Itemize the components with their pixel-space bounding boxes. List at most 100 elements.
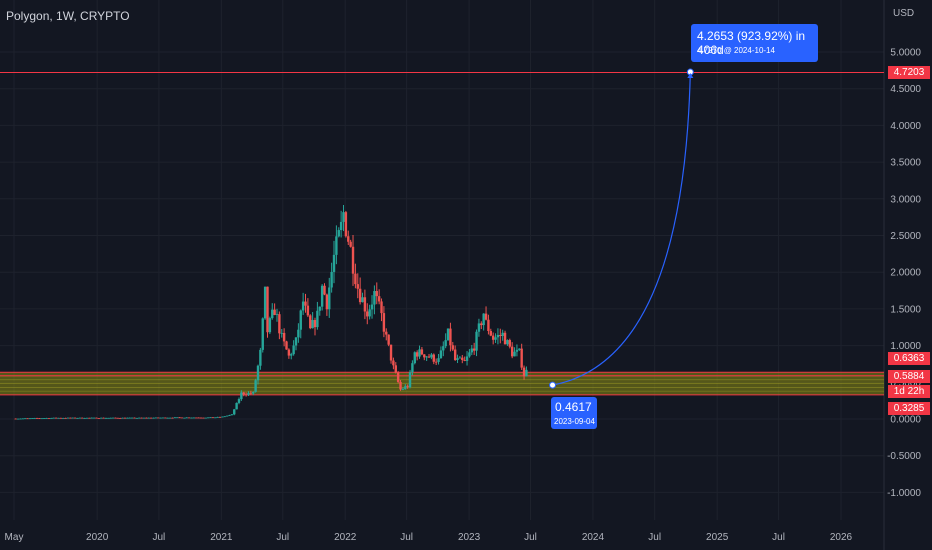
candle-body [282,332,286,342]
candle-body [423,354,426,358]
projection-start-date: 2023-09-04 [554,417,595,426]
candle-body [130,417,134,419]
candle-body [337,230,340,237]
candle-body [76,417,79,419]
candle-body [299,310,302,330]
candle-body [52,417,55,419]
candle-body [223,416,226,418]
candle-body [313,320,317,328]
candle-body [311,320,314,329]
candle-body [446,328,450,341]
price-badge-zone-top: 0.6363 [888,352,930,365]
candle-body [104,417,108,419]
candle-body [285,341,288,350]
candle-body [183,417,186,419]
candle-body [180,417,184,419]
candle-body [199,417,203,419]
y-tick-label: -0.5000 [887,451,921,462]
candle-body [301,301,305,311]
candle-body [463,360,466,361]
candle-body [411,363,414,373]
candle-body [401,388,405,390]
candle-body [425,356,428,358]
candle-body [458,357,462,359]
candle-body [480,323,483,326]
y-tick-label: 1.0000 [890,341,921,352]
candle-body [491,335,495,340]
candle-body [235,402,238,410]
candle-body [335,236,338,255]
candle-body [16,418,20,420]
candle-body [90,417,93,419]
candle-body [263,286,267,319]
candle-body [187,417,191,419]
candle-body [166,417,169,419]
candle-body [266,286,269,333]
candle-body [399,381,402,390]
candle-body [358,288,362,303]
candle-body [437,358,440,362]
candle-body [280,332,283,334]
candle-body [330,271,333,288]
candle-body [318,306,321,311]
candle-body [351,246,355,274]
candle-body [64,417,67,419]
candle-body [21,418,25,420]
candle-body [518,348,521,350]
candle-body [154,417,158,419]
candle-body [366,311,369,317]
candle-body [135,417,139,419]
candle-body [420,349,424,355]
candle-body [309,315,312,329]
candle-body [430,354,433,358]
candle-body [268,318,272,333]
candle-body [85,417,89,419]
candle-body [149,417,153,419]
candle-body [375,291,378,297]
candle-body [45,418,48,419]
x-tick-label: 2024 [582,532,605,543]
candle-body [451,345,454,350]
candle-body [81,417,84,419]
candle-body [461,357,464,361]
candle-body [54,417,58,419]
candle-body [157,417,160,419]
candle-body [240,392,243,400]
candle-body [202,417,205,419]
candle-body [513,351,516,357]
x-tick-label: 2021 [210,532,233,543]
candle-body [78,417,82,419]
candle-body [102,417,105,419]
candle-body [415,352,419,357]
projection-start-label[interactable]: 0.4617 2023-09-04 [551,397,597,429]
y-tick-label: 3.0000 [890,194,921,205]
candle-body [275,314,279,315]
candle-body [484,313,488,320]
candle-body [413,352,416,364]
candle-body [503,332,507,345]
candle-body [408,372,412,388]
y-tick-label: 4.0000 [890,121,921,132]
candle-body [385,331,388,335]
candle-body [23,418,27,420]
candle-body [195,417,198,419]
projection-curve [552,72,691,386]
candle-body [31,418,34,419]
candle-body [164,417,167,419]
candle-body [465,356,469,361]
candle-body [209,417,212,419]
candle-body [487,319,490,332]
candle-body [38,418,41,420]
candle-body [320,285,324,307]
candle-body [432,354,435,362]
projection-target-label[interactable]: 4.2653 (923.92%) in 406d 4.7270 @ 2024-1… [691,24,818,62]
candle-body [225,415,229,417]
candle-body [373,291,376,305]
candle-body [237,399,241,403]
candle-body [475,331,478,351]
candle-body [88,417,91,419]
candle-body [434,361,438,363]
y-tick-label: -1.0000 [887,488,921,499]
candle-body [178,417,181,419]
